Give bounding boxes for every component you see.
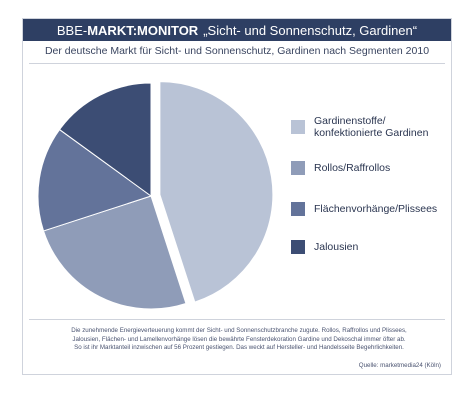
footnote-line: Jalousien, Flächen- und Lamellenvorhänge… (72, 335, 406, 343)
footnote-line: Die zunehmende Energieverteuerung kommt … (71, 327, 407, 334)
legend-swatch (291, 161, 305, 175)
legend-swatch (291, 120, 305, 134)
legend-swatch (291, 202, 305, 216)
chart-header: BBE-MARKT:MONITOR „Sicht- und Sonnenschu… (23, 19, 451, 41)
pie-slice (37, 128, 153, 232)
pie-chart (37, 81, 274, 310)
legend-item: Gardinenstoffe/ konfektionierte Gardinen (291, 115, 444, 139)
footnote: Die zunehmende Energieverteuerung kommt … (37, 327, 441, 353)
header-topic: „Sicht- und Sonnenschutz, Gardinen“ (203, 22, 418, 38)
legend-item: Jalousien (291, 240, 444, 254)
legend-item: Rollos/Raffrollos (291, 161, 444, 175)
pie-slice (42, 195, 187, 310)
source-note: Quelle: marketmedia24 (Köln) (358, 362, 441, 369)
legend-label: Jalousien (314, 241, 359, 253)
brand-label: BBE-MARKT:MONITOR (56, 22, 199, 38)
legend-label: Gardinenstoffe/ konfektionierte Gardinen (314, 115, 429, 139)
pie-slice (159, 81, 274, 303)
footnote-line: So ist ihr Marktanteil inzwischen auf 56… (74, 344, 404, 352)
legend-label: Rollos/Raffrollos (314, 162, 391, 174)
pie-slice (58, 82, 152, 197)
legend-label: Flächenvorhänge/Plissees (314, 203, 438, 215)
chart-subtitle: Der deutsche Markt für Sicht- und Sonnen… (44, 45, 430, 57)
legend-item: Flächenvorhänge/Plissees (291, 202, 444, 216)
top-divider (29, 63, 445, 64)
legend-swatch (291, 240, 305, 254)
bottom-divider (29, 319, 445, 320)
chart-frame: BBE-MARKT:MONITOR „Sicht- und Sonnenschu… (22, 18, 452, 375)
